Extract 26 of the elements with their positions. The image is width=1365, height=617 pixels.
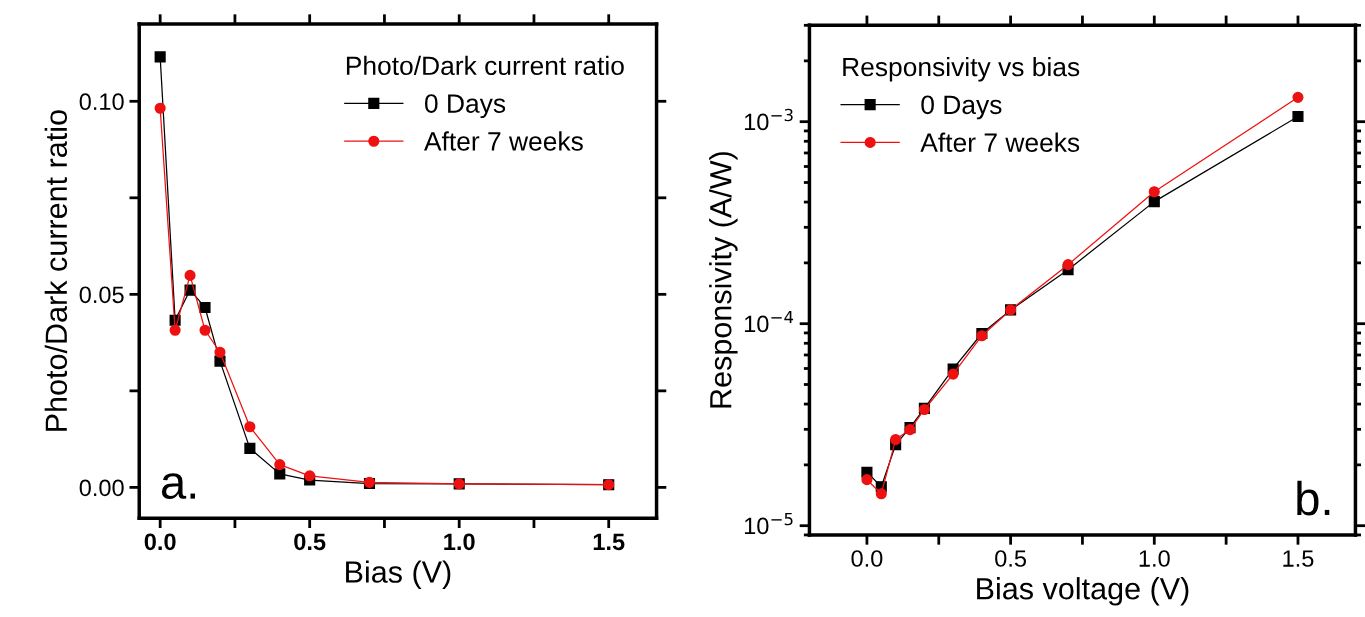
legend-title: Photo/Dark current ratio [346, 55, 624, 76]
x-tick-label: 1.0 [1139, 550, 1170, 567]
legend-title: Responsivity vs bias [843, 56, 1080, 82]
y-tick-label: 0.00 [79, 479, 124, 497]
annotation: a. [161, 473, 195, 500]
x-tick-label: 1.5 [593, 533, 625, 551]
annotation: b. [1297, 480, 1330, 516]
y-axis-title: Photo/Dark current ratio [44, 110, 68, 431]
x-tick-label: 0.5 [995, 550, 1027, 567]
x-tick-label: 0.0 [144, 533, 176, 551]
y-tick-label: 0.10 [79, 93, 124, 111]
x-tick-label: 0.5 [294, 533, 326, 551]
legend-label: After 7 weeks [424, 131, 583, 151]
y-tick-label: 10$^{−4}$ [744, 310, 794, 333]
y-tick-label: 0.05 [79, 286, 124, 304]
y-tick-label: 10$^{−3}$ [744, 108, 793, 131]
legend-label: After 7 weeks [920, 132, 1080, 152]
x-tick-label: 1.0 [444, 533, 475, 551]
x-tick-label: 1.5 [1283, 550, 1314, 567]
x-axis-title: Bias (V) [346, 560, 451, 589]
x-tick-label: 0.0 [851, 550, 883, 567]
y-axis-title: Responsivity (A/W) [709, 152, 738, 408]
legend-label: 0 Days [921, 95, 1002, 120]
legend-label: 0 Days [424, 94, 506, 119]
y-tick-label: 10$^{−5}$ [744, 513, 793, 535]
x-axis-title: Bias voltage (V) [977, 577, 1189, 606]
